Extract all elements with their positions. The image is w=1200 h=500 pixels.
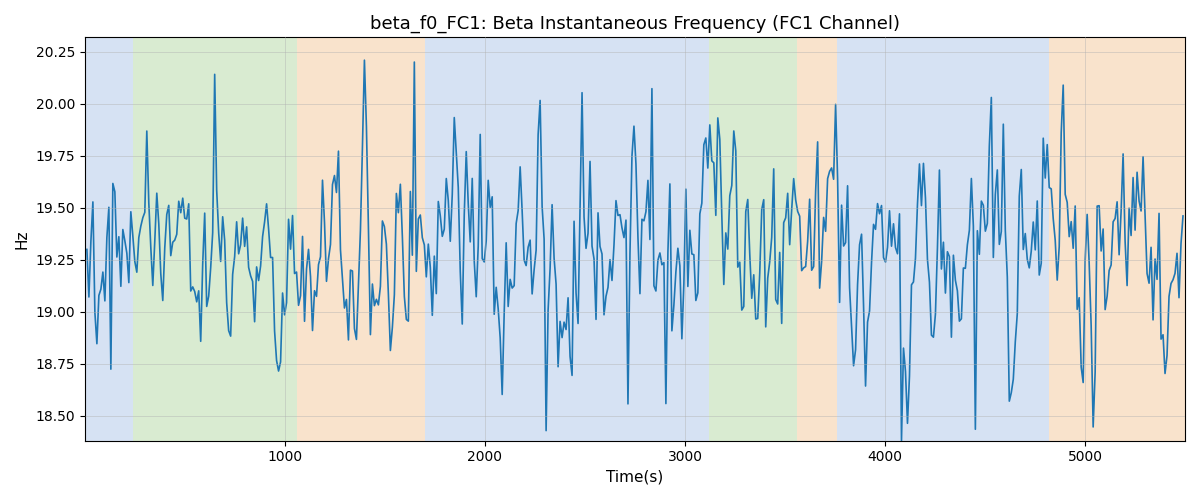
Bar <box>697 38 709 440</box>
Y-axis label: Hz: Hz <box>14 230 30 249</box>
Bar <box>1049 38 1186 440</box>
Bar <box>836 38 1049 440</box>
Bar <box>133 38 296 440</box>
Bar <box>797 38 836 440</box>
Bar <box>296 38 425 440</box>
Bar <box>425 38 697 440</box>
X-axis label: Time(s): Time(s) <box>606 470 664 485</box>
Title: beta_f0_FC1: Beta Instantaneous Frequency (FC1 Channel): beta_f0_FC1: Beta Instantaneous Frequenc… <box>370 15 900 34</box>
Bar <box>709 38 797 440</box>
Bar <box>85 38 133 440</box>
